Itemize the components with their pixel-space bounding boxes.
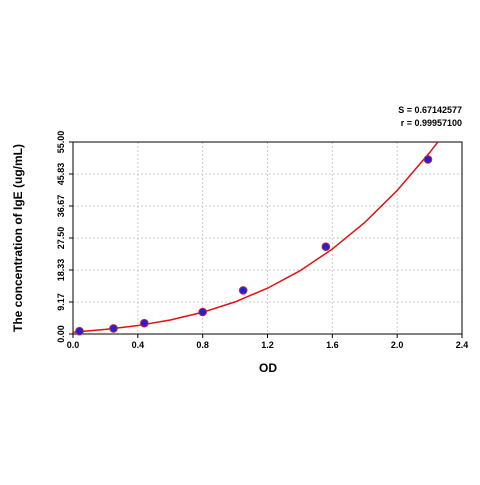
data-point [140, 318, 149, 328]
data-point [238, 286, 248, 295]
data-point [321, 242, 331, 252]
x-tick-label: 1.2 [261, 340, 274, 350]
y-tick-label: 0.00 [56, 325, 66, 343]
y-tick-label: 55.00 [56, 131, 66, 154]
x-tick-label: 0.4 [132, 340, 145, 350]
plot-frame [72, 141, 463, 335]
data-point [198, 307, 207, 317]
y-tick-label: 45.83 [56, 163, 66, 186]
x-tick-label: 1.6 [326, 340, 339, 350]
stat-r: r = 0.99957100 [401, 118, 462, 128]
stat-s: S = 0.67142577 [398, 105, 462, 115]
fit-curve [72, 141, 439, 334]
y-tick-label: 27.50 [56, 227, 66, 250]
y-tick-label: 9.17 [56, 293, 66, 311]
x-axis-label: OD [259, 361, 277, 375]
x-tick-label: 0.8 [196, 340, 209, 350]
data-point [109, 324, 118, 333]
y-tick-label: 18.33 [56, 259, 66, 282]
x-tick-label: 2.4 [456, 340, 469, 350]
data-point [75, 326, 84, 336]
x-tick-label: 0.0 [67, 340, 80, 350]
data-point [423, 155, 433, 164]
y-axis-label: The concentration of IgE (ug/mL) [11, 144, 25, 332]
x-tick-label: 2.0 [391, 340, 404, 350]
y-tick-label: 36.67 [56, 195, 66, 218]
